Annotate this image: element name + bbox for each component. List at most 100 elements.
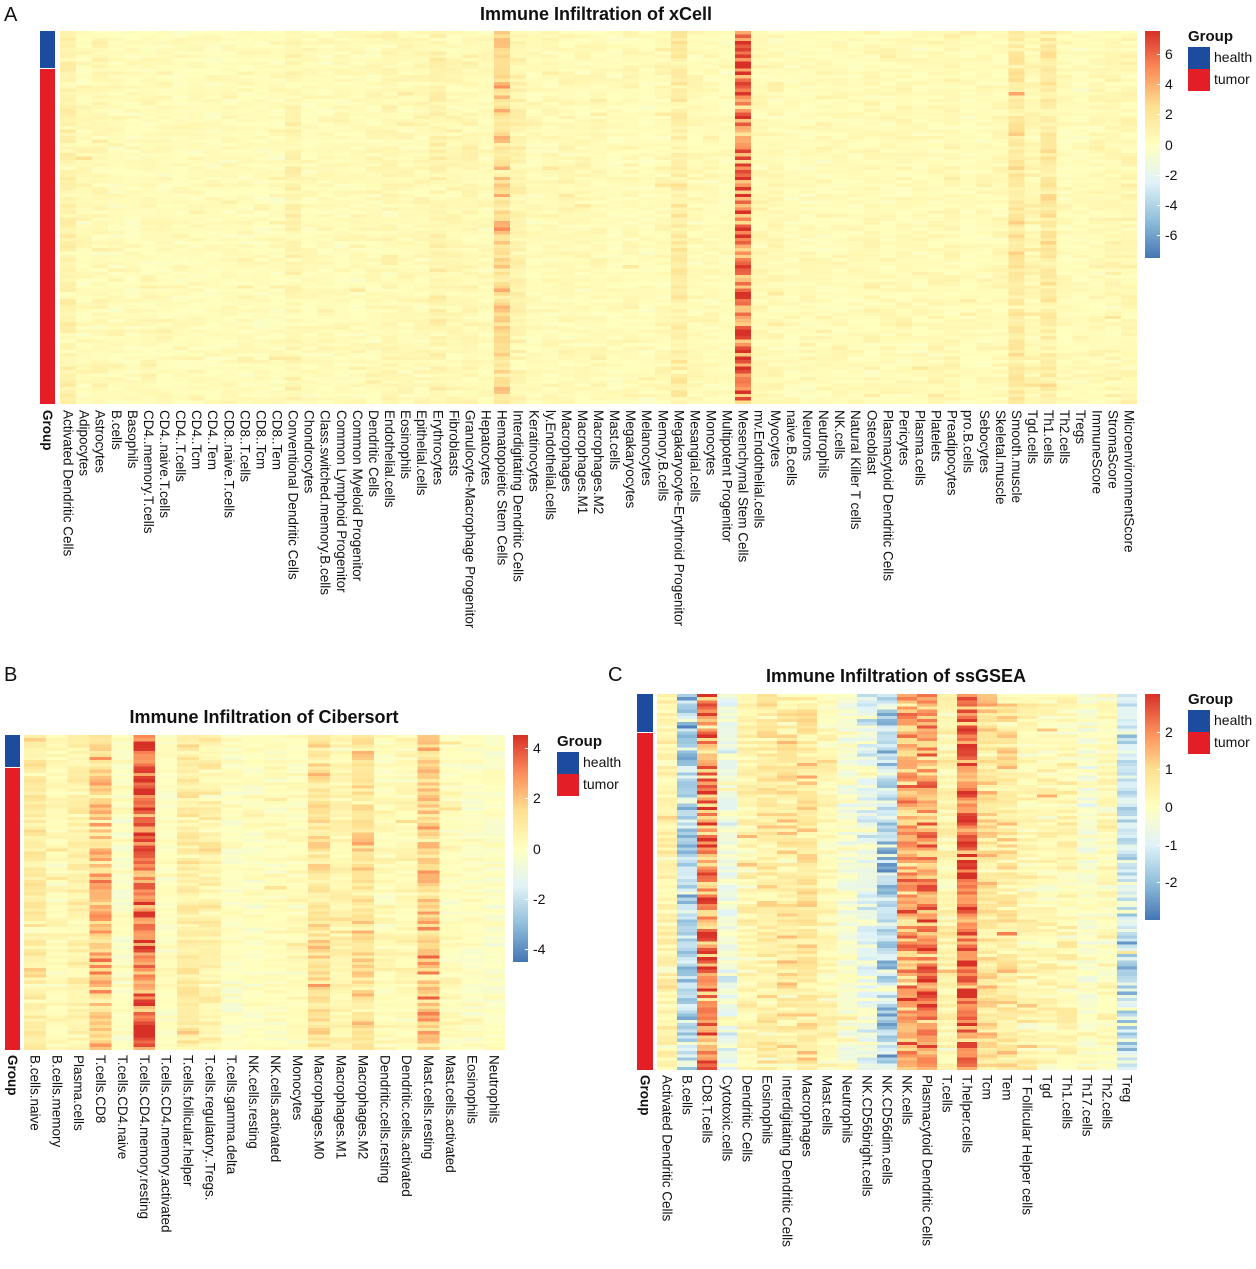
heatmap-cell	[220, 149, 238, 154]
heatmap-cell	[92, 92, 109, 96]
heatmap-cell	[429, 207, 447, 212]
heatmap-cell	[542, 31, 559, 35]
heatmap-cell	[92, 359, 109, 364]
heatmap-cell	[172, 200, 189, 205]
heatmap-cell	[494, 288, 511, 293]
heatmap-cell	[461, 359, 479, 364]
heatmap-cell	[317, 112, 334, 117]
heatmap-cell	[365, 149, 382, 154]
heatmap-cell	[236, 207, 254, 212]
heatmap-cell	[236, 315, 254, 320]
heatmap-cell	[510, 387, 527, 391]
heatmap-cell	[574, 61, 591, 66]
heatmap-cell	[477, 309, 495, 313]
heatmap-cell	[735, 248, 752, 252]
heatmap-cell	[751, 295, 768, 300]
heatmap-cell	[252, 203, 270, 208]
heatmap-cell	[252, 37, 270, 42]
heatmap-cell	[268, 227, 286, 232]
heatmap-cell	[285, 190, 302, 195]
heatmap-cell	[622, 125, 639, 130]
heatmap-cell	[268, 207, 286, 212]
heatmap-cell	[445, 363, 463, 367]
heatmap-cell	[510, 356, 527, 361]
heatmap-cell	[654, 170, 672, 174]
heatmap-cell	[751, 332, 768, 337]
heatmap-cell	[638, 102, 656, 106]
heatmap-cell	[92, 237, 109, 242]
heatmap-cell	[140, 190, 157, 195]
heatmap-cell	[558, 373, 575, 378]
heatmap-cell	[606, 346, 623, 351]
heatmap-cell	[236, 248, 254, 252]
heatmap-cell	[156, 288, 173, 293]
heatmap-cell	[108, 271, 125, 276]
heatmap-cell	[333, 285, 350, 290]
heatmap-cell	[333, 71, 350, 76]
heatmap-cell	[542, 387, 559, 391]
heatmap-cell	[108, 31, 125, 35]
heatmap-cell	[108, 115, 125, 120]
heatmap-cell	[172, 258, 189, 262]
heatmap-cell	[204, 37, 222, 42]
heatmap-cell	[220, 319, 238, 323]
heatmap-cell	[236, 251, 254, 256]
heatmap-cell	[622, 339, 639, 344]
heatmap-cell	[220, 193, 238, 198]
heatmap-cell	[285, 68, 302, 72]
heatmap-cell	[494, 68, 511, 72]
heatmap-cell	[236, 356, 254, 361]
heatmap-cell	[108, 234, 125, 239]
heatmap-cell	[413, 383, 431, 388]
heatmap-cell	[220, 166, 238, 171]
heatmap-cell	[413, 258, 431, 262]
heatmap-cell	[654, 136, 672, 140]
heatmap-cell	[542, 166, 559, 171]
heatmap-cell	[60, 176, 77, 181]
heatmap-cell	[606, 390, 623, 395]
heatmap-cell	[76, 159, 93, 164]
heatmap-cell	[686, 81, 704, 86]
heatmap-cell	[461, 322, 479, 327]
heatmap-cell	[172, 176, 189, 181]
heatmap-cell	[92, 78, 109, 83]
heatmap-cell	[365, 203, 382, 208]
heatmap-cell	[638, 190, 656, 195]
heatmap-cell	[365, 302, 382, 306]
heatmap-cell	[381, 64, 398, 69]
heatmap-cell	[397, 329, 414, 334]
heatmap-cell	[381, 390, 398, 395]
heatmap-cell	[172, 224, 189, 228]
heatmap-cell	[108, 180, 125, 184]
heatmap-cell	[654, 315, 672, 320]
heatmap-cell	[494, 254, 511, 259]
heatmap-cell	[92, 112, 109, 117]
heatmap-cell	[317, 349, 334, 354]
heatmap-cell	[317, 119, 334, 123]
heatmap-cell	[574, 322, 591, 327]
heatmap-cell	[526, 78, 543, 83]
heatmap-cell	[638, 217, 656, 222]
heatmap-cell	[751, 339, 768, 344]
heatmap-cell	[333, 383, 350, 388]
heatmap-cell	[301, 295, 318, 300]
heatmap-cell	[445, 390, 463, 395]
heatmap-cell	[156, 31, 173, 35]
heatmap-cell	[751, 305, 768, 310]
heatmap-cell	[252, 275, 270, 279]
heatmap-cell	[751, 261, 768, 266]
heatmap-cell	[526, 295, 543, 300]
heatmap-cell	[670, 224, 688, 228]
heatmap-cell	[92, 329, 109, 334]
heatmap-cell	[702, 305, 720, 310]
heatmap-cell	[429, 288, 447, 293]
heatmap-cell	[445, 292, 463, 296]
heatmap-cell	[526, 159, 543, 164]
heatmap-cell	[140, 295, 157, 300]
heatmap-cell	[590, 292, 607, 296]
heatmap-cell	[317, 31, 334, 35]
heatmap-cell	[461, 393, 479, 398]
heatmap-cell	[670, 387, 688, 391]
heatmap-cell	[702, 95, 720, 100]
heatmap-cell	[333, 139, 350, 144]
